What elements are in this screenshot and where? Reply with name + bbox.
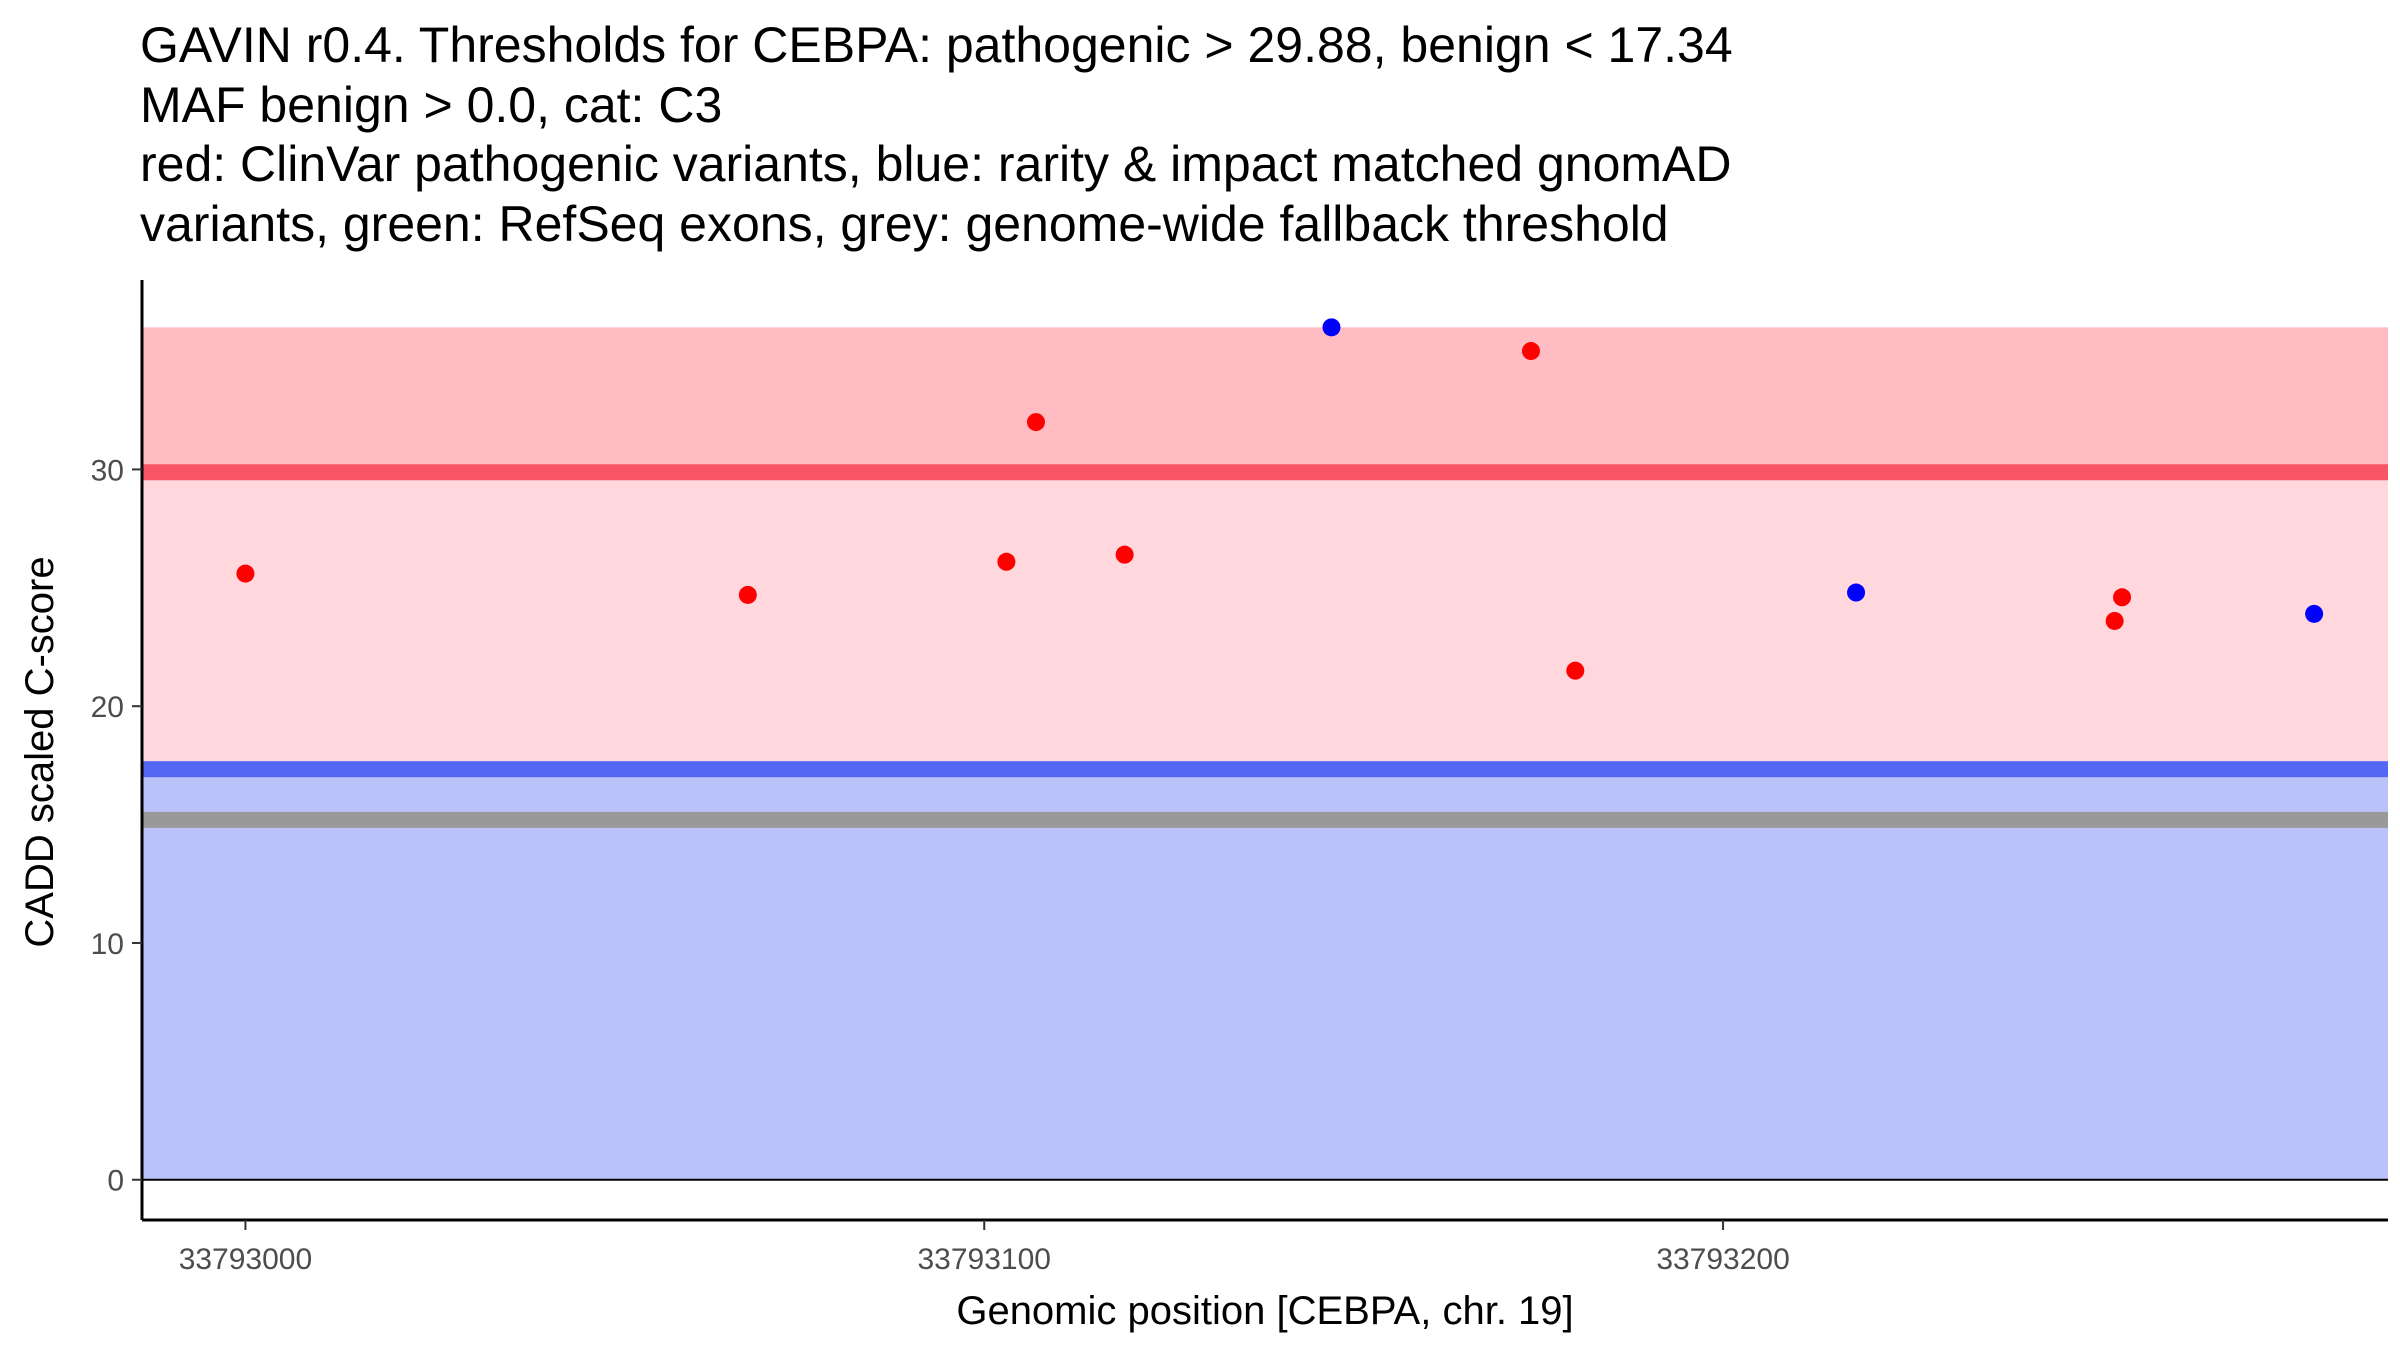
gnomad-point bbox=[1322, 318, 1341, 337]
clinvar-point bbox=[1115, 545, 1134, 564]
region-pathogenic-top-band bbox=[142, 327, 2388, 473]
y-tick-label: 20 bbox=[91, 691, 124, 724]
x-ticks: 33793000 33793100 33793200 bbox=[179, 1220, 1790, 1276]
clinvar-point bbox=[738, 585, 757, 604]
clinvar-point bbox=[236, 564, 255, 583]
y-tick-label: 0 bbox=[107, 1165, 124, 1198]
thresholds-layer bbox=[142, 464, 2388, 828]
x-tick-label: 33793000 bbox=[179, 1243, 312, 1276]
y-axis-label: CADD scaled C-score bbox=[18, 556, 62, 947]
gnomad-point bbox=[1847, 583, 1866, 602]
clinvar-point bbox=[1026, 413, 1045, 432]
y-tick-label: 30 bbox=[91, 454, 124, 487]
clinvar-point bbox=[1521, 342, 1540, 361]
title-line-4: variants, green: RefSeq exons, grey: gen… bbox=[140, 196, 1669, 252]
y-ticks: 0 10 20 30 bbox=[91, 454, 142, 1198]
benign-threshold-line bbox=[142, 761, 2388, 778]
pathogenic-threshold-line bbox=[142, 464, 2388, 481]
axes: 0 10 20 30 33793000 33793100 33793200 bbox=[91, 280, 2388, 1276]
chart-title: GAVIN r0.4. Thresholds for CEBPA: pathog… bbox=[140, 17, 1733, 252]
title-line-2: MAF benign > 0.0, cat: C3 bbox=[140, 77, 722, 133]
points-layer bbox=[236, 318, 2324, 680]
y-tick-label: 10 bbox=[91, 928, 124, 961]
fallback-threshold-line bbox=[142, 811, 2388, 828]
x-tick-label: 33793200 bbox=[1656, 1243, 1789, 1276]
title-line-1: GAVIN r0.4. Thresholds for CEBPA: pathog… bbox=[140, 17, 1733, 73]
clinvar-point bbox=[997, 552, 1016, 571]
x-axis-label: Genomic position [CEBPA, chr. 19] bbox=[956, 1289, 1573, 1333]
clinvar-point bbox=[2113, 588, 2132, 607]
gnomad-point bbox=[2305, 604, 2324, 623]
plot-area bbox=[142, 318, 2388, 1181]
clinvar-point bbox=[2105, 611, 2124, 630]
title-line-3: red: ClinVar pathogenic variants, blue: … bbox=[140, 136, 1731, 192]
region-benign-band bbox=[142, 769, 2388, 1180]
x-tick-label: 33793100 bbox=[918, 1243, 1051, 1276]
regions-layer bbox=[142, 327, 2388, 1180]
region-middle-band bbox=[142, 472, 2388, 770]
clinvar-point bbox=[1566, 661, 1585, 680]
